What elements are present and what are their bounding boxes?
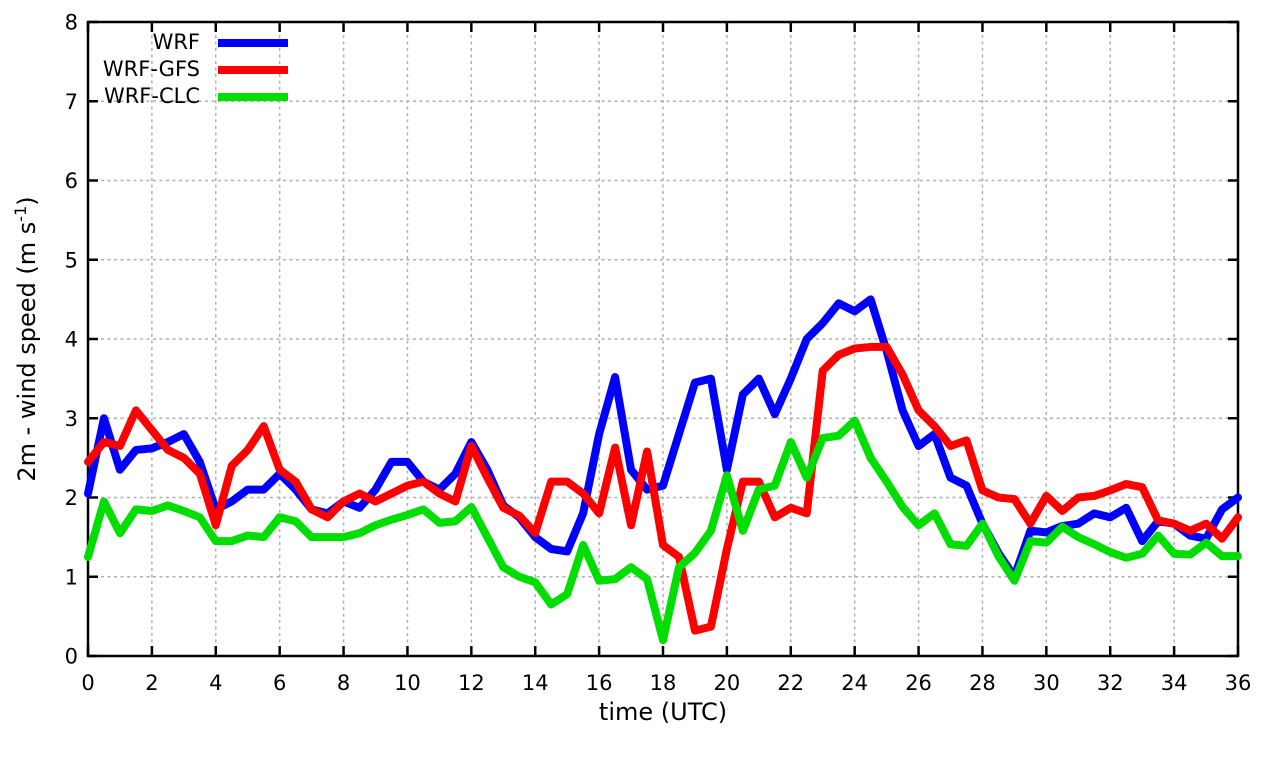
y-tick-label: 2 <box>65 486 78 510</box>
x-tick-label: 14 <box>522 671 549 695</box>
x-axis-label: time (UTC) <box>598 698 728 726</box>
y-tick-label: 5 <box>65 248 78 272</box>
x-tick-label: 10 <box>394 671 421 695</box>
plot-border <box>86 20 1240 658</box>
series-line-WRF-GFS <box>84 342 1242 635</box>
y-tick-label: 3 <box>65 407 78 431</box>
x-tick-label: 16 <box>586 671 613 695</box>
x-tick-label: 22 <box>777 671 804 695</box>
y-tick-label: 7 <box>65 90 78 114</box>
x-tick-label: 8 <box>337 671 350 695</box>
legend-swatch-wrf-gfs <box>218 65 288 74</box>
y-axis-label-main: 2m - wind speed (m s <box>13 221 41 482</box>
x-tick-label: 32 <box>1097 671 1124 695</box>
x-tick-label: 30 <box>1033 671 1060 695</box>
legend-label-wrf-clc: WRF-CLC <box>103 84 200 108</box>
x-tick-label: 6 <box>273 671 286 695</box>
legend: WRF WRF-GFS WRF-CLC <box>88 29 288 110</box>
legend-label-wrf: WRF <box>152 30 200 54</box>
legend-item-wrf: WRF <box>88 29 288 56</box>
y-tick-label: 6 <box>65 169 78 193</box>
y-tick-label: 0 <box>65 645 78 669</box>
x-tick-label: 36 <box>1225 671 1252 695</box>
x-tick-label: 12 <box>458 671 485 695</box>
legend-item-wrf-gfs: WRF-GFS <box>88 56 288 83</box>
legend-swatch-wrf <box>218 38 288 47</box>
x-tick-label: 24 <box>841 671 868 695</box>
y-axis-label-sup: -1 <box>11 205 30 222</box>
legend-label-wrf-gfs: WRF-GFS <box>102 57 200 81</box>
x-tick-label: 4 <box>209 671 222 695</box>
legend-swatch-wrf-clc <box>218 92 288 101</box>
legend-item-wrf-clc: WRF-CLC <box>88 83 288 110</box>
x-tick-label: 28 <box>969 671 996 695</box>
y-tick-label: 4 <box>65 328 78 352</box>
y-tick-label: 8 <box>65 11 78 35</box>
x-tick-label: 18 <box>650 671 677 695</box>
x-tick-label: 2 <box>145 671 158 695</box>
x-tick-label: 20 <box>714 671 741 695</box>
x-tick-label: 26 <box>905 671 932 695</box>
series-line-WRF-CLC <box>84 416 1242 645</box>
y-tick-label: 1 <box>65 565 78 589</box>
x-tick-label: 0 <box>81 671 94 695</box>
y-axis-label: 2m - wind speed (m s-1) <box>11 179 41 499</box>
x-tick-label: 34 <box>1161 671 1188 695</box>
y-axis-label-close: ) <box>13 196 41 206</box>
